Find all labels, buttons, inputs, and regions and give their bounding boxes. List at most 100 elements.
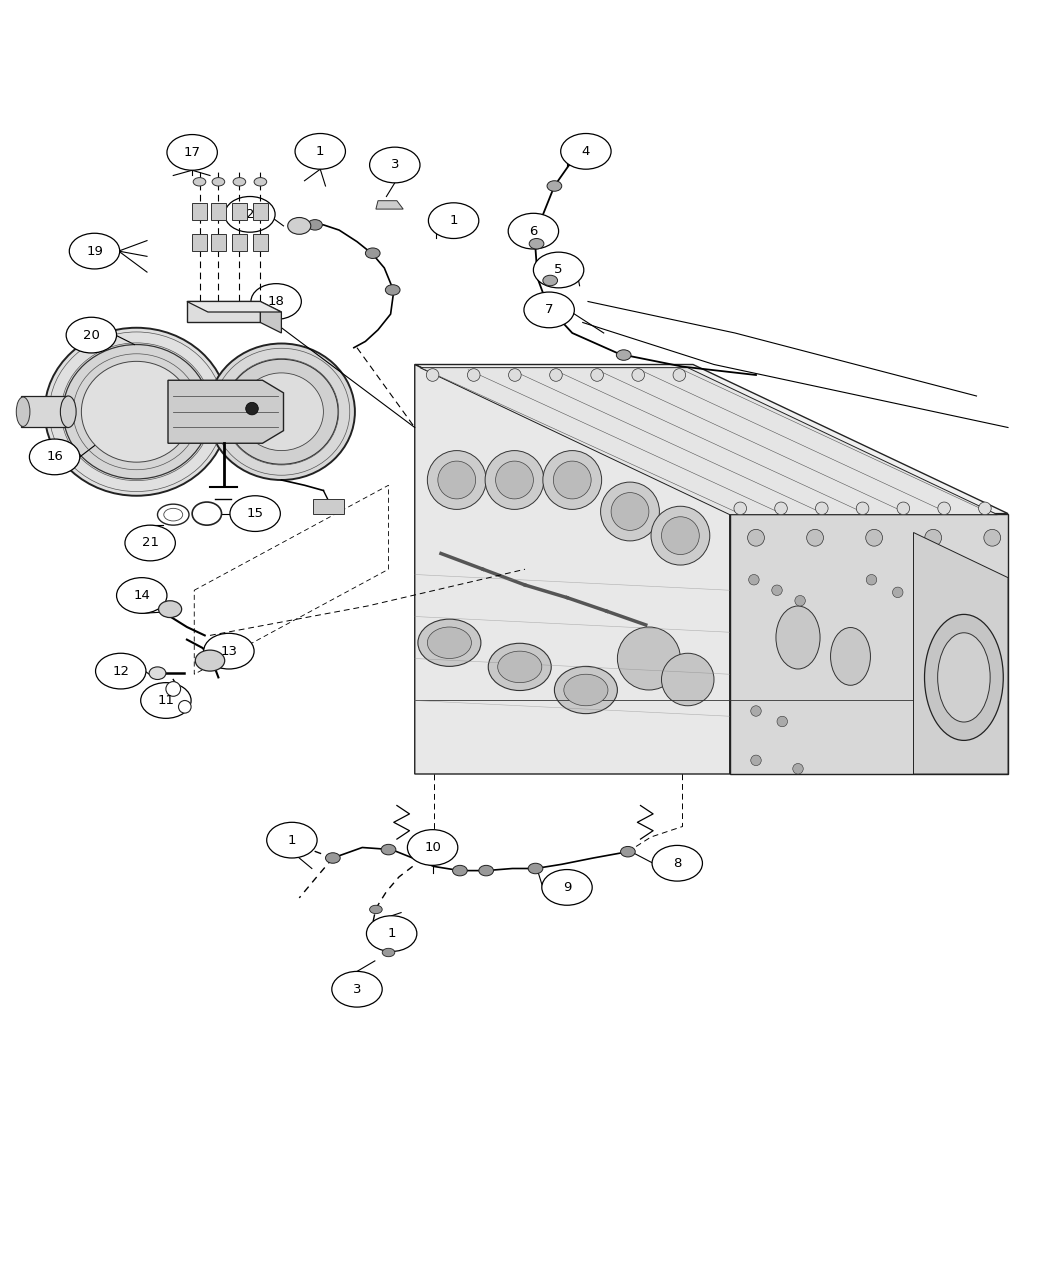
Ellipse shape — [528, 863, 543, 873]
Circle shape — [775, 502, 788, 515]
FancyBboxPatch shape — [192, 203, 207, 219]
Text: 14: 14 — [133, 589, 150, 602]
Polygon shape — [914, 533, 1008, 774]
Text: 9: 9 — [563, 881, 571, 894]
Circle shape — [438, 462, 476, 499]
Ellipse shape — [159, 601, 182, 617]
Ellipse shape — [29, 439, 80, 474]
Ellipse shape — [428, 203, 479, 238]
Ellipse shape — [382, 949, 395, 956]
Text: 3: 3 — [391, 158, 399, 172]
Ellipse shape — [652, 845, 702, 881]
Ellipse shape — [66, 317, 117, 353]
Ellipse shape — [61, 397, 76, 427]
Ellipse shape — [564, 674, 608, 706]
Ellipse shape — [63, 344, 210, 479]
Circle shape — [772, 585, 782, 595]
Ellipse shape — [488, 644, 551, 691]
FancyBboxPatch shape — [211, 203, 226, 219]
Ellipse shape — [158, 504, 189, 525]
Ellipse shape — [543, 275, 558, 286]
Polygon shape — [415, 365, 730, 774]
Ellipse shape — [96, 653, 146, 689]
Circle shape — [467, 368, 480, 381]
Ellipse shape — [288, 218, 311, 235]
Text: 7: 7 — [545, 303, 553, 316]
Ellipse shape — [427, 627, 471, 658]
Circle shape — [897, 502, 909, 515]
Circle shape — [938, 502, 950, 515]
Ellipse shape — [547, 181, 562, 191]
Ellipse shape — [776, 606, 820, 669]
Text: 18: 18 — [268, 295, 285, 309]
Ellipse shape — [529, 238, 544, 249]
Text: 11: 11 — [158, 694, 174, 708]
Text: 2: 2 — [246, 208, 254, 221]
Text: 3: 3 — [353, 983, 361, 996]
Circle shape — [543, 450, 602, 510]
Ellipse shape — [831, 627, 870, 685]
Ellipse shape — [149, 667, 166, 680]
Ellipse shape — [616, 349, 631, 361]
Ellipse shape — [195, 650, 225, 671]
Ellipse shape — [117, 578, 167, 613]
Polygon shape — [730, 514, 1008, 774]
Circle shape — [979, 502, 991, 515]
Circle shape — [508, 368, 521, 381]
Circle shape — [777, 717, 788, 727]
Ellipse shape — [16, 397, 29, 426]
Polygon shape — [420, 367, 997, 515]
Ellipse shape — [407, 830, 458, 866]
Text: 8: 8 — [673, 857, 681, 870]
Circle shape — [553, 462, 591, 499]
Ellipse shape — [332, 972, 382, 1007]
Ellipse shape — [381, 844, 396, 854]
Ellipse shape — [308, 219, 322, 230]
Text: 6: 6 — [529, 224, 538, 237]
Circle shape — [496, 462, 533, 499]
Circle shape — [748, 529, 764, 546]
Ellipse shape — [479, 866, 493, 876]
Ellipse shape — [167, 135, 217, 171]
Ellipse shape — [230, 496, 280, 532]
Text: 16: 16 — [46, 450, 63, 463]
Circle shape — [749, 575, 759, 585]
Circle shape — [617, 627, 680, 690]
Circle shape — [550, 368, 563, 381]
Ellipse shape — [204, 634, 254, 669]
Circle shape — [925, 529, 942, 546]
Ellipse shape — [82, 361, 191, 462]
Circle shape — [166, 682, 181, 696]
Text: 17: 17 — [184, 145, 201, 159]
Ellipse shape — [370, 147, 420, 182]
Text: 13: 13 — [220, 645, 237, 658]
FancyBboxPatch shape — [192, 235, 207, 251]
Circle shape — [673, 368, 686, 381]
Ellipse shape — [295, 134, 345, 170]
Text: 12: 12 — [112, 664, 129, 677]
Ellipse shape — [225, 360, 338, 464]
Circle shape — [892, 586, 903, 598]
Circle shape — [795, 595, 805, 606]
Ellipse shape — [533, 252, 584, 288]
Text: 4: 4 — [582, 145, 590, 158]
Ellipse shape — [925, 615, 1004, 741]
Ellipse shape — [239, 372, 323, 450]
Ellipse shape — [498, 652, 542, 682]
Text: 19: 19 — [86, 245, 103, 258]
Ellipse shape — [212, 177, 225, 186]
Ellipse shape — [385, 284, 400, 296]
Ellipse shape — [621, 847, 635, 857]
Text: 15: 15 — [247, 507, 264, 520]
FancyBboxPatch shape — [253, 203, 268, 219]
Circle shape — [734, 502, 747, 515]
Ellipse shape — [561, 134, 611, 170]
Circle shape — [591, 368, 604, 381]
Ellipse shape — [44, 328, 229, 496]
Circle shape — [857, 502, 869, 515]
Circle shape — [984, 529, 1001, 546]
Ellipse shape — [524, 292, 574, 328]
Text: 1: 1 — [288, 834, 296, 847]
Text: 20: 20 — [83, 329, 100, 342]
Ellipse shape — [370, 905, 382, 914]
